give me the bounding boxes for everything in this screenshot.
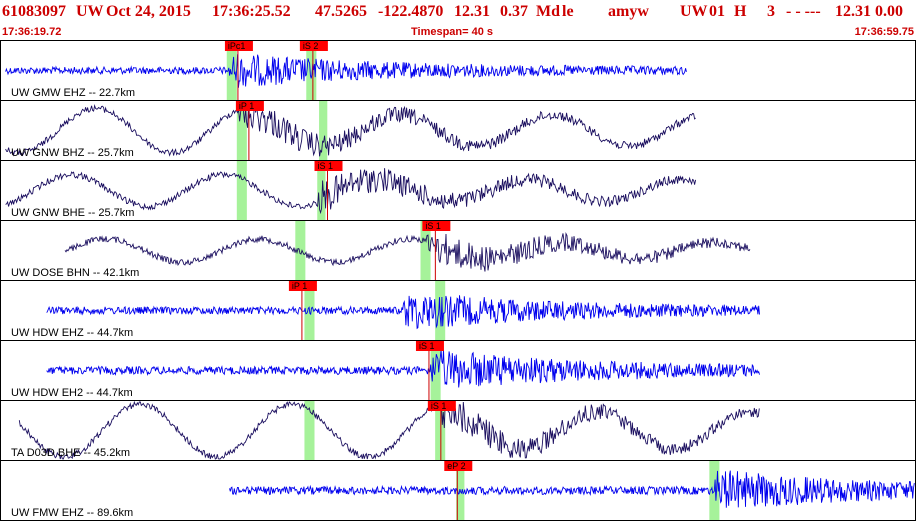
time-bar: 17:36:19.72 Timespan= 40 s 17:36:59.75 xyxy=(0,24,916,40)
phase-pick-flag[interactable]: iS 2 xyxy=(299,41,328,51)
phase-pick-flag[interactable]: iS 1 xyxy=(314,161,343,171)
event-time: 17:36:25.52 xyxy=(212,3,291,20)
event-mag: 0.37 xyxy=(500,3,528,20)
waveform-panel[interactable]: iP 1 UW GNW BHZ -- 25.7km xyxy=(0,100,916,160)
phase-window xyxy=(319,101,328,160)
phase-window xyxy=(226,41,237,100)
event-quality: H xyxy=(734,3,747,20)
phase-pick-label: iS 1 xyxy=(425,221,441,231)
phase-window xyxy=(236,161,247,220)
seismogram-trace xyxy=(229,470,915,508)
waveform-panel[interactable]: iS 1 TA D03D BHE -- 45.2km xyxy=(0,400,916,460)
phase-window xyxy=(430,341,441,400)
phase-pick-flag[interactable]: iS 1 xyxy=(422,221,451,231)
channel-label: UW GNW BHE -- 25.7km xyxy=(11,207,135,219)
waveform-panel[interactable]: iS 1 UW HDW EH2 -- 44.7km xyxy=(0,340,916,400)
event-id: 61083097 xyxy=(2,3,66,20)
channel-label: TA D03D BHE -- 45.2km xyxy=(11,447,130,459)
phase-pick-flag[interactable]: iP 1 xyxy=(235,101,264,111)
phase-pick-flag[interactable]: iS 1 xyxy=(427,401,456,411)
event-flag: le xyxy=(562,3,574,20)
channel-label: UW HDW EH2 -- 44.7km xyxy=(11,387,133,399)
seismogram-trace xyxy=(46,349,760,388)
timespan: Timespan= 40 s xyxy=(411,26,494,38)
seismogram-trace xyxy=(64,232,751,272)
event-user: amyw xyxy=(608,3,649,20)
waveform-canvas[interactable]: iS 1 xyxy=(1,341,915,400)
event-n: 3 xyxy=(767,3,775,20)
phase-pick-label: iPc1 xyxy=(228,41,246,51)
waveform-canvas[interactable]: iS 1 xyxy=(1,161,915,220)
phase-pick-label: iS 1 xyxy=(431,401,447,411)
seismogram-trace xyxy=(18,401,760,460)
seismogram-trace xyxy=(5,101,696,157)
event-end-values: 12.31 0.00 xyxy=(835,3,903,20)
phase-window xyxy=(317,161,326,220)
event-depth: 12.31 xyxy=(454,3,490,20)
event-date: Oct 24, 2015 xyxy=(106,3,191,20)
waveform-panel[interactable]: iS 1 UW DOSE BHN -- 42.1km xyxy=(0,220,916,280)
phase-pick-flag[interactable]: iS 1 xyxy=(415,341,444,351)
waveform-panels[interactable]: iPc1 iS 2 UW GMW EHZ -- 22.7km iP 1 UW GNW B… xyxy=(0,40,916,521)
phase-window xyxy=(435,401,446,460)
seismogram-trace xyxy=(5,168,697,215)
waveform-canvas[interactable]: iP 1 xyxy=(1,281,915,340)
phase-pick-label: eP 2 xyxy=(447,461,465,471)
phase-window xyxy=(304,401,315,460)
channel-label: UW FMW EHZ -- 89.6km xyxy=(11,507,134,519)
waveform-canvas[interactable]: iS 1 xyxy=(1,401,915,460)
waveform-panel[interactable]: iP 1 UW HDW EHZ -- 44.7km xyxy=(0,280,916,340)
seismogram-trace xyxy=(46,295,760,330)
channel-label: UW DOSE BHN -- 42.1km xyxy=(11,267,140,279)
phase-window xyxy=(295,221,306,280)
waveform-panel[interactable]: iS 1 UW GNW BHE -- 25.7km xyxy=(0,160,916,220)
phase-window xyxy=(306,41,317,100)
phase-pick-flag[interactable]: eP 2 xyxy=(444,461,473,471)
phase-pick-label: iP 1 xyxy=(292,281,307,291)
phase-pick-label: iS 1 xyxy=(318,161,334,171)
waveform-canvas[interactable]: iPc1 iS 2 xyxy=(1,41,915,100)
phase-window xyxy=(236,101,247,160)
channel-label: UW GNW BHZ -- 25.7km xyxy=(11,147,134,159)
phase-pick-flag[interactable]: iPc1 xyxy=(224,41,253,51)
waveform-canvas[interactable]: eP 2 xyxy=(1,461,915,520)
event-version: 01 xyxy=(709,3,725,20)
waveform-canvas[interactable]: iS 1 xyxy=(1,221,915,280)
start-time: 17:36:19.72 xyxy=(2,26,62,38)
event-dashes: - - --- xyxy=(786,3,821,20)
phase-pick-label: iS 2 xyxy=(303,41,319,51)
end-time: 17:36:59.75 xyxy=(854,26,914,38)
event-lon: -122.4870 xyxy=(378,3,444,20)
phase-pick-label: iS 1 xyxy=(419,341,435,351)
channel-label: UW GMW EHZ -- 22.7km xyxy=(11,87,136,99)
phase-pick-flag[interactable]: iP 1 xyxy=(288,281,317,291)
seismogram-trace xyxy=(5,54,687,88)
event-network: UW xyxy=(76,3,104,20)
phase-pick-label: iP 1 xyxy=(239,101,254,111)
waveform-canvas[interactable]: iP 1 xyxy=(1,101,915,160)
event-lat: 47.5265 xyxy=(315,3,367,20)
waveform-panel[interactable]: eP 2 UW FMW EHZ -- 89.6km xyxy=(0,460,916,521)
event-header: 61083097 UW Oct 24, 2015 17:36:25.52 47.… xyxy=(0,0,916,24)
phase-window xyxy=(420,221,431,280)
event-mag-type: Md xyxy=(536,3,560,20)
waveform-panel[interactable]: iPc1 iS 2 UW GMW EHZ -- 22.7km xyxy=(0,40,916,100)
event-net-code: UW xyxy=(680,3,708,20)
channel-label: UW HDW EHZ -- 44.7km xyxy=(11,327,134,339)
